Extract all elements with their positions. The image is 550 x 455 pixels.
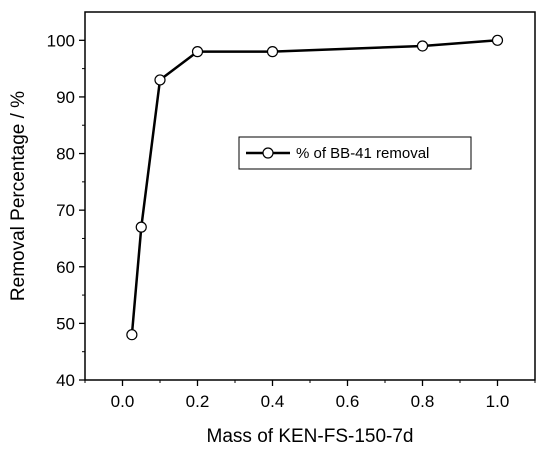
x-tick-label: 1.0 — [486, 392, 510, 411]
legend: % of BB-41 removal — [238, 136, 472, 170]
y-tick-label: 100 — [47, 31, 75, 50]
data-point — [491, 34, 504, 46]
x-tick-label: 0.0 — [111, 392, 135, 411]
data-point — [126, 329, 138, 341]
x-tick-label: 0.6 — [336, 392, 360, 411]
y-tick-label: 90 — [56, 88, 75, 107]
x-tick-label: 0.2 — [186, 392, 210, 411]
data-point — [266, 46, 279, 58]
data-point — [191, 46, 204, 58]
y-tick-label: 70 — [56, 201, 75, 220]
y-tick-label: 80 — [56, 145, 75, 164]
data-point — [154, 74, 166, 86]
legend-marker — [262, 147, 274, 159]
y-tick-label: 40 — [56, 371, 75, 390]
y-axis-ticks: 40 50 60 70 80 90 100 — [47, 31, 85, 390]
x-axis-title: Mass of KEN-FS-150-7d — [207, 426, 414, 447]
y-axis-title: Removal Percentage / % — [8, 91, 29, 301]
series-layer — [126, 34, 504, 341]
x-axis-ticks: 0.0 0.2 0.4 0.6 0.8 1.0 — [84, 380, 536, 411]
data-point — [416, 40, 429, 52]
data-point — [135, 221, 147, 233]
x-tick-label: 0.4 — [261, 392, 285, 411]
series-line — [130, 39, 498, 335]
x-tick-label: 0.8 — [411, 392, 435, 411]
y-tick-label: 50 — [56, 314, 75, 333]
y-tick-label: 60 — [56, 258, 75, 277]
plot-frame — [84, 11, 536, 381]
legend-series-label: % of BB-41 removal — [296, 145, 429, 162]
